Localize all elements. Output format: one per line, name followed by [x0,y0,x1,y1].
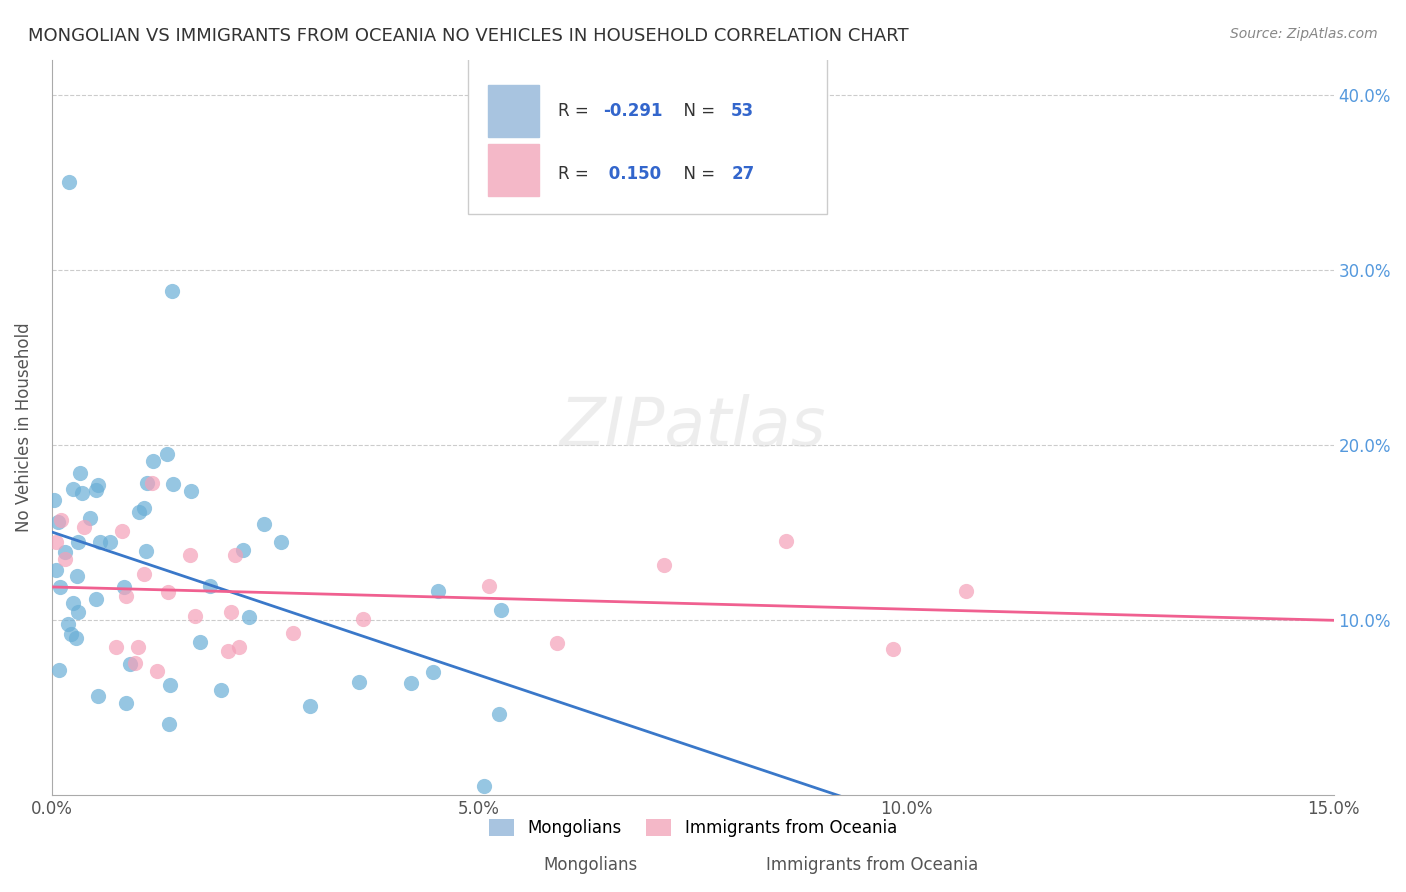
Point [156,585,179,599]
Point [58,175,80,189]
Point [105,640,128,655]
Point [188,635,211,649]
Point [652,558,675,573]
Text: R =: R = [558,102,595,120]
Text: MONGOLIAN VS IMMIGRANTS FROM OCEANIA NO VEHICLES IN HOUSEHOLD CORRELATION CHART: MONGOLIAN VS IMMIGRANTS FROM OCEANIA NO … [28,27,908,45]
Point [53,545,76,559]
Point [472,779,495,793]
Point [142,454,165,468]
Text: N =: N = [673,102,721,120]
Point [134,501,156,516]
Point [49,580,72,594]
Text: N =: N = [673,164,721,183]
FancyBboxPatch shape [488,86,538,136]
Point [426,584,449,599]
Point [45,535,67,549]
Point [51,513,73,527]
Text: Source: ZipAtlas.com: Source: ZipAtlas.com [1230,27,1378,41]
Point [488,707,510,722]
Point [44,492,66,507]
Point [111,524,134,538]
Point [58,616,80,631]
Text: 27: 27 [731,164,755,183]
Point [477,579,499,593]
Point [157,717,180,731]
Point [281,626,304,640]
Point [73,520,96,534]
Point [232,542,254,557]
Point [146,665,169,679]
Point [349,674,371,689]
Point [118,657,141,672]
Point [352,612,374,626]
Point [66,605,89,619]
Point [159,678,181,692]
Point [209,682,232,697]
Point [115,697,138,711]
Point [401,675,423,690]
Text: -0.291: -0.291 [603,102,662,120]
Point [62,597,84,611]
Text: ZIPatlas: ZIPatlas [560,394,825,460]
Point [46,515,69,529]
Point [298,698,321,713]
Point [489,603,512,617]
Point [546,636,568,650]
Legend: Mongolians, Immigrants from Oceania: Mongolians, Immigrants from Oceania [481,810,905,846]
Point [955,584,977,599]
FancyBboxPatch shape [488,145,538,195]
Text: Immigrants from Oceania: Immigrants from Oceania [766,856,977,874]
Point [127,640,149,654]
Point [128,504,150,518]
Point [179,548,201,562]
Point [87,478,110,492]
Point [89,534,111,549]
Point [53,552,76,566]
Text: 0.150: 0.150 [603,164,661,183]
Point [79,510,101,524]
Point [87,689,110,703]
Point [198,579,221,593]
Point [217,644,239,658]
Point [180,484,202,499]
Point [132,566,155,581]
FancyBboxPatch shape [468,53,827,214]
Point [135,544,157,558]
Point [60,627,83,641]
Point [160,285,183,299]
Point [62,482,84,496]
Point [252,516,274,531]
Point [183,608,205,623]
Point [219,605,242,619]
Point [84,592,107,607]
Point [124,657,146,671]
Text: R =: R = [558,164,595,183]
Y-axis label: No Vehicles in Household: No Vehicles in Household [15,322,32,532]
Point [45,563,67,577]
Point [228,640,250,654]
Point [141,476,163,491]
Point [238,610,260,624]
Point [162,476,184,491]
Point [48,663,70,677]
Point [65,631,87,645]
Point [136,475,159,490]
Point [156,447,179,461]
Text: Mongolians: Mongolians [543,856,638,874]
Point [422,665,444,679]
Point [84,483,107,498]
Point [72,486,94,500]
Point [112,581,135,595]
Point [775,534,797,549]
Point [882,642,904,657]
Point [66,568,89,582]
Point [270,534,292,549]
Point [115,589,138,603]
Text: 53: 53 [731,102,754,120]
Point [66,535,89,549]
Point [69,467,91,481]
Point [224,548,246,562]
Point [98,534,121,549]
